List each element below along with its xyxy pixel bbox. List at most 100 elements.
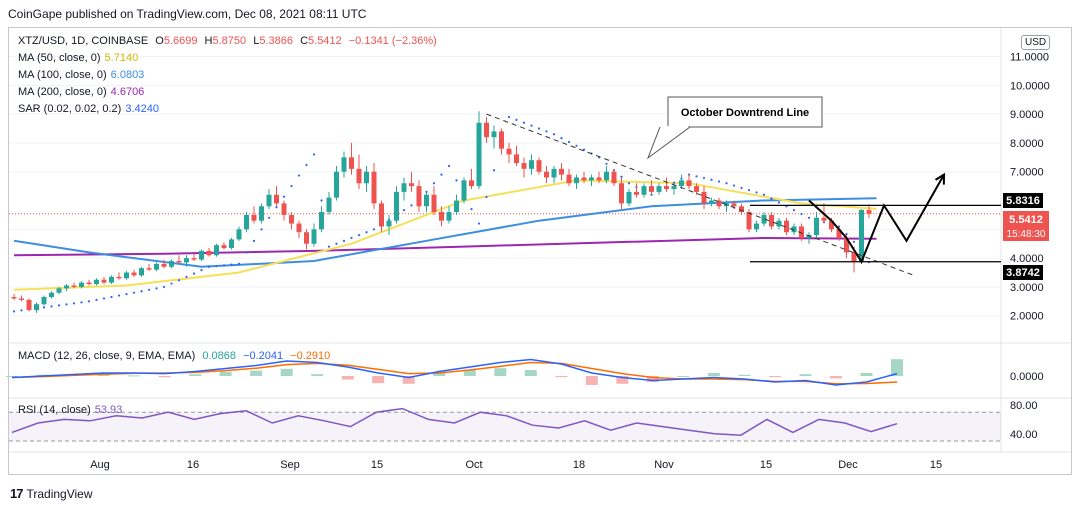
sar-dot — [440, 173, 443, 176]
sar-dot — [260, 228, 263, 231]
sar-dot — [297, 174, 301, 177]
candle-body — [356, 168, 362, 184]
sar-dot — [455, 179, 458, 182]
sar-dot — [192, 272, 196, 275]
y-tick-label: 4.0000 — [1010, 253, 1044, 265]
candle-body — [341, 157, 347, 172]
candle-body — [304, 232, 309, 244]
candle-body — [769, 214, 774, 227]
symbol[interactable]: XTZ/USD, 1D, COINBASE — [18, 35, 149, 47]
sar-dot — [792, 209, 796, 212]
candle-body — [679, 180, 684, 187]
candle-body — [626, 191, 632, 204]
candle-body — [394, 191, 399, 221]
candle-body — [754, 223, 759, 230]
x-tick-label: Aug — [90, 459, 110, 471]
candle-body — [649, 186, 654, 192]
y-tick-label: 9.0000 — [1010, 109, 1044, 121]
sar-dot — [50, 305, 53, 308]
macd-hist-bar — [646, 376, 659, 382]
candle-body — [34, 304, 39, 310]
candle-body — [611, 171, 617, 184]
candle-body — [791, 226, 797, 233]
candle-body — [551, 168, 557, 178]
sar-dot — [845, 233, 848, 236]
candle-body — [311, 229, 317, 244]
sar-dot — [170, 282, 173, 285]
macd-hist-bar — [585, 376, 598, 385]
candle-body — [866, 210, 872, 214]
countdown-text: 15:48:30 — [1007, 229, 1046, 240]
x-tick-label: Oct — [465, 459, 482, 471]
sub-panels — [9, 28, 1071, 453]
brand-name[interactable]: TradingView — [26, 486, 93, 501]
sar-dot — [305, 163, 308, 167]
candle-body — [506, 148, 512, 155]
ma50-value: 5.7140 — [104, 52, 139, 64]
candle-body — [739, 206, 744, 213]
sar-dot — [12, 310, 16, 313]
candle-body — [709, 200, 714, 204]
open-value: 5.6699 — [163, 35, 198, 47]
sar-dot — [507, 115, 511, 119]
tradingview-logo-icon[interactable]: 17 — [10, 486, 24, 501]
sar-dot — [342, 239, 346, 242]
candle-body — [229, 239, 234, 249]
sar-dot — [717, 180, 721, 183]
candle-body — [409, 183, 414, 187]
sar-dot — [147, 288, 151, 291]
candle-body — [131, 272, 137, 276]
candle-body — [71, 285, 77, 287]
candle-body — [176, 261, 182, 263]
candle-body — [116, 276, 122, 279]
candle-body — [521, 163, 527, 169]
ma200-label: MA (200, close, 0) — [18, 86, 107, 98]
current-price-badge — [1003, 211, 1049, 241]
resistance-badge — [1003, 193, 1043, 208]
candle-body — [86, 282, 92, 285]
macd-hist-bar — [433, 373, 446, 376]
sar-dot — [230, 263, 233, 266]
candle-body — [26, 299, 32, 310]
sar-dot — [252, 239, 256, 242]
sar-dot — [485, 195, 488, 199]
sar-value: 3.4240 — [125, 103, 159, 115]
candle-body — [859, 210, 864, 261]
change-value: −0.1341 (−2.36%) — [348, 35, 437, 47]
downtrend-line — [486, 113, 915, 276]
candle-body — [19, 298, 24, 300]
candle-body — [469, 180, 474, 187]
candle-body — [581, 177, 587, 181]
candle-body — [199, 250, 204, 260]
callout-box[interactable] — [667, 96, 823, 128]
sar-dot — [702, 176, 706, 180]
macd-hist-bar — [311, 374, 324, 376]
sar-dot — [447, 164, 451, 168]
candle-body — [484, 122, 489, 138]
candle-body — [619, 183, 624, 204]
rsi-tick-label: 40.00 — [1010, 429, 1038, 441]
candle-body — [281, 203, 287, 215]
candle-body — [79, 282, 84, 287]
candle-body — [139, 268, 144, 276]
publisher-line: CoinGape published on TradingView.com, D… — [8, 7, 367, 21]
high-value: 5.8750 — [212, 35, 247, 47]
macd-hist-bar — [616, 376, 629, 384]
rsi-line — [11, 407, 898, 436]
sar-dot — [537, 127, 541, 130]
sar-dot — [605, 162, 608, 165]
candle-body — [589, 177, 594, 181]
sar-dot — [522, 121, 526, 124]
sar-dot — [620, 175, 623, 178]
high-label: H — [204, 35, 213, 47]
currency-button[interactable]: USD — [1021, 35, 1051, 50]
candle-body — [559, 168, 564, 175]
candle-body — [461, 180, 467, 201]
candle-body — [656, 186, 662, 192]
legend-ma50: MA (50, close, 0) 5.7140 — [18, 52, 142, 64]
sar-dot — [732, 184, 736, 187]
candle-body — [574, 177, 579, 184]
macd-hist-bar — [524, 370, 537, 376]
candle-body — [41, 297, 47, 305]
